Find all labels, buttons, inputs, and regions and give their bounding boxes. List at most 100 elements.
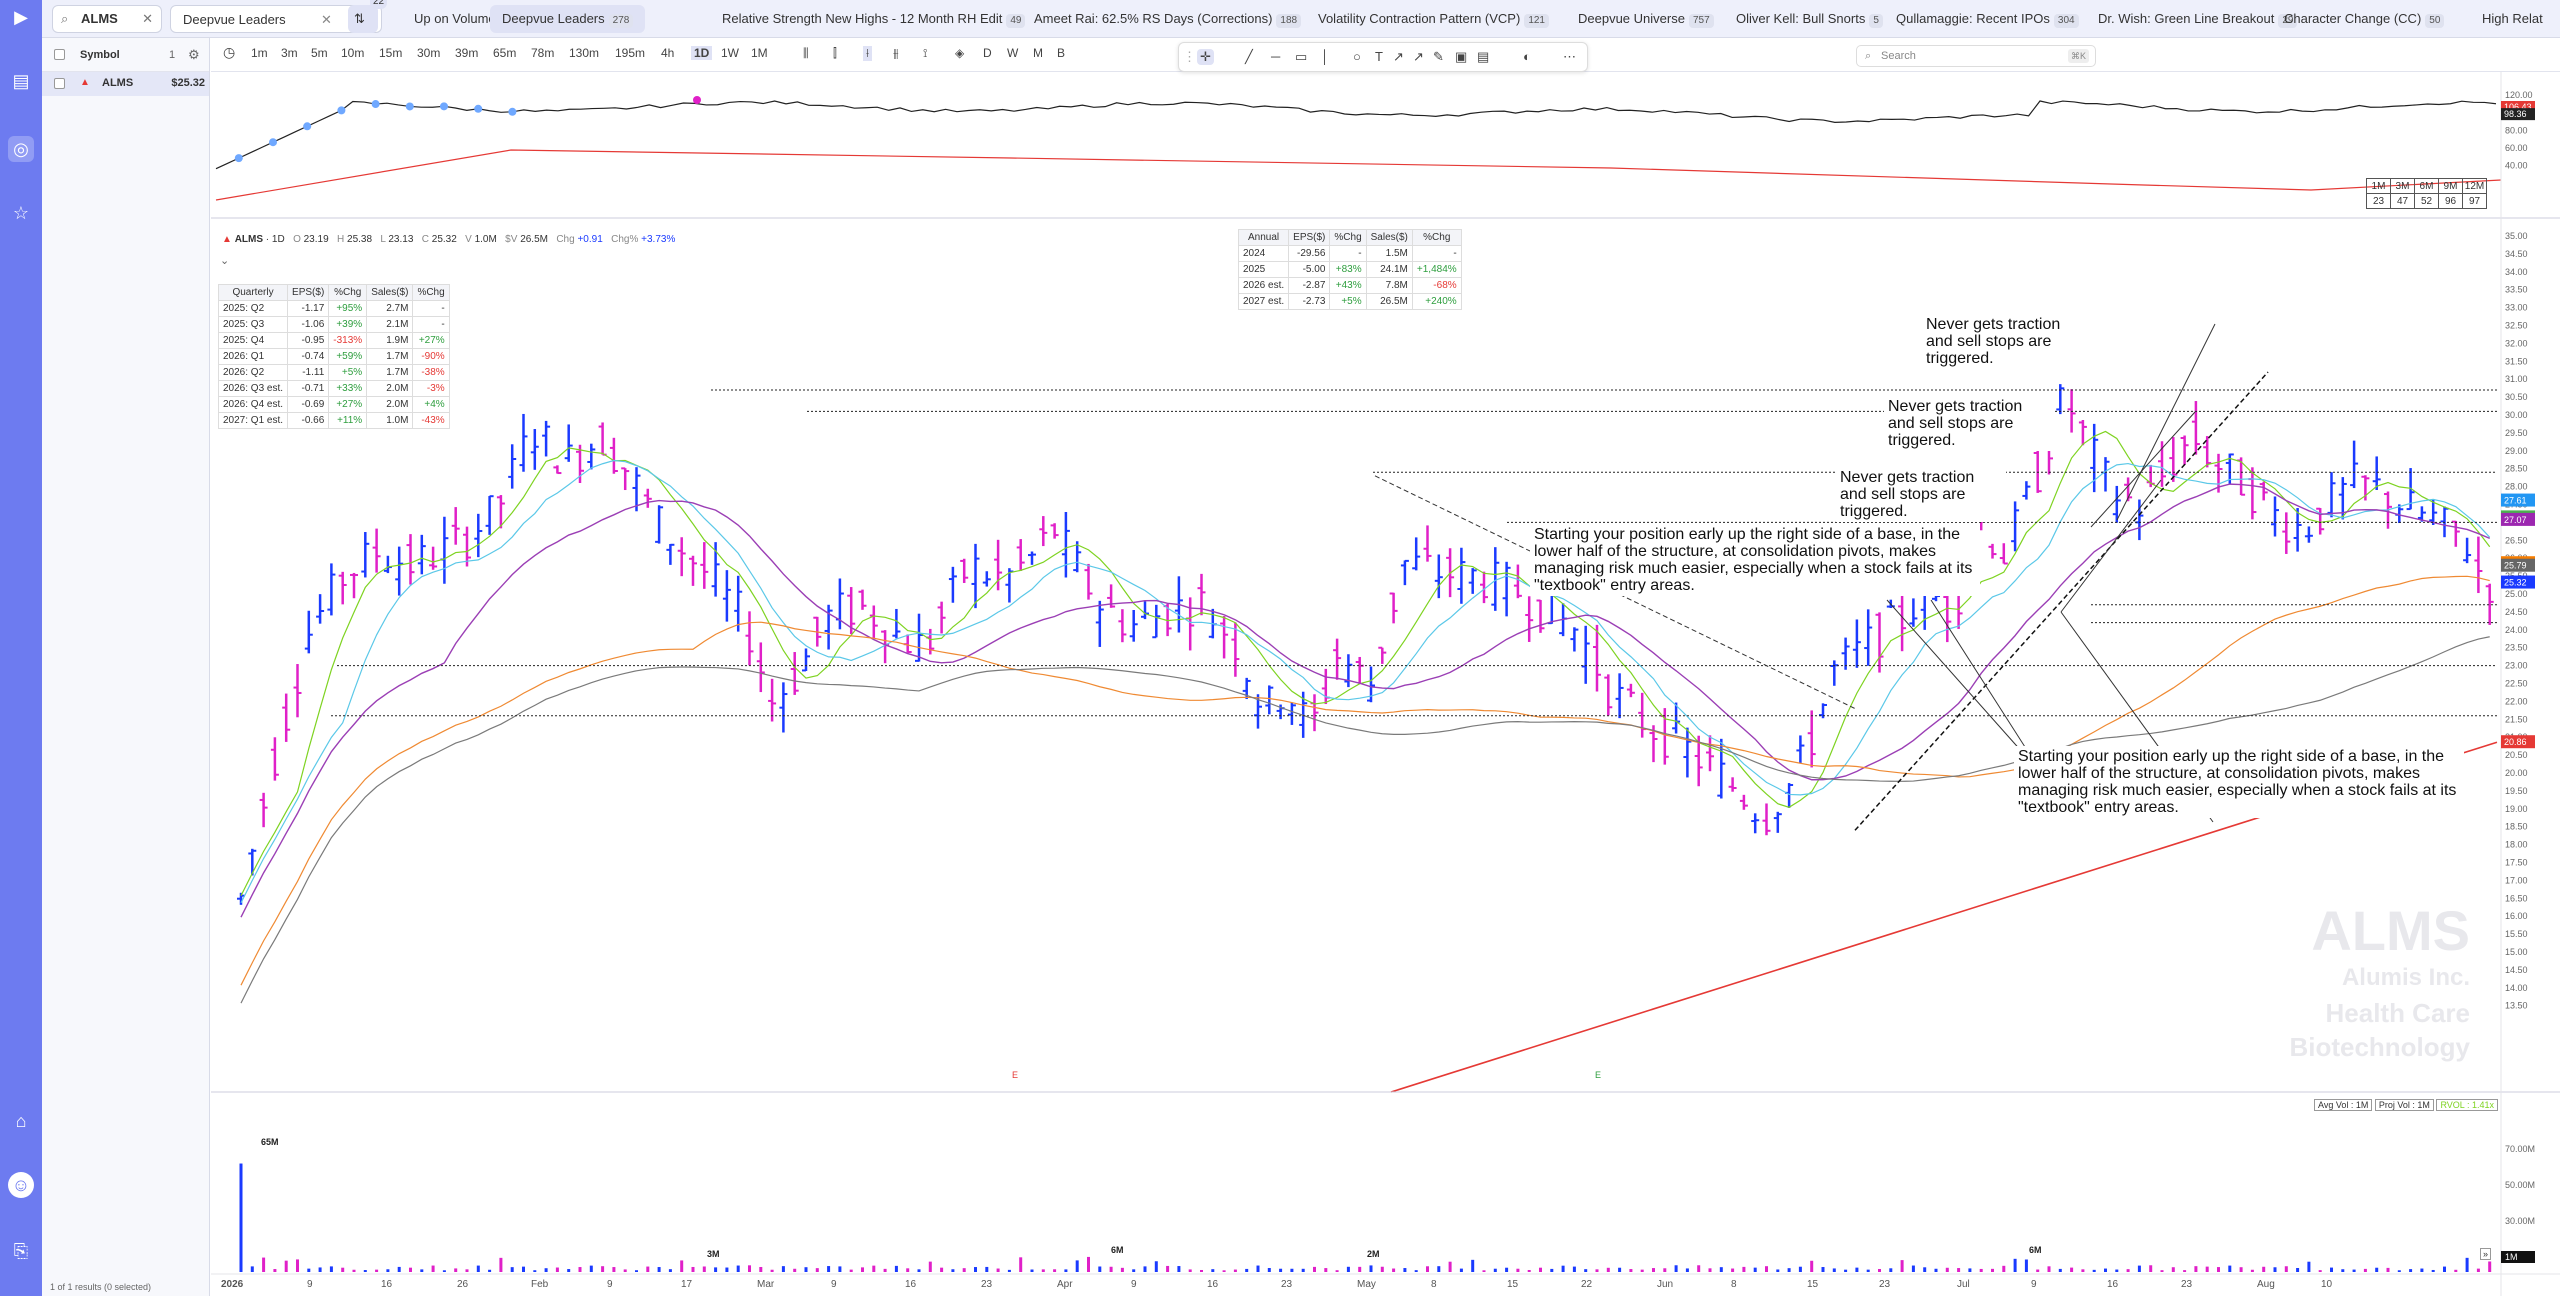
timeframe-78m[interactable]: 78m	[531, 46, 555, 60]
bar-chart-icon[interactable]: ⫼	[803, 46, 809, 60]
timeframe-39m[interactable]: 39m	[455, 46, 479, 60]
volume-bar	[861, 1267, 864, 1272]
tab-character-change[interactable]: Character Change (CC) 50	[2272, 5, 2456, 33]
volume-bar	[1765, 1266, 1768, 1272]
period-w[interactable]: W	[1007, 46, 1019, 60]
volume-bar	[1866, 1269, 1870, 1272]
tab-high-relative[interactable]: High Relat	[2482, 11, 2543, 26]
circle-icon[interactable]: ○	[1353, 49, 1361, 64]
text-icon[interactable]: T	[1375, 49, 1383, 64]
row-checkbox[interactable]	[54, 78, 65, 89]
search-input[interactable]: ⌕ Search ⌘K	[1856, 45, 2096, 67]
volume-bar	[296, 1259, 299, 1272]
price-tick-label: 31.50	[2505, 356, 2528, 366]
arrow-icon[interactable]: ↗	[1393, 49, 1404, 64]
period-m[interactable]: M	[1033, 46, 1043, 60]
date-tick-label: 15	[1807, 1279, 1819, 1290]
timeframe-10m[interactable]: 10m	[341, 46, 365, 60]
list-item[interactable]: ▲ ALMS $25.32	[42, 72, 209, 96]
period-b[interactable]: B	[1057, 46, 1066, 60]
volume-bar	[2126, 1269, 2130, 1272]
tab-recent-ipos[interactable]: Qullamaggie: Recent IPOs 304	[1884, 5, 2091, 33]
price-chart[interactable]: 65M 3M 6M 2M 6M 35.00 34.50 34.00 33.50 33.00 32.…	[211, 72, 2560, 1296]
measure-icon[interactable]: ▤	[1477, 49, 1490, 64]
volume-bar	[1233, 1269, 1237, 1272]
scroll-right-button[interactable]: »	[2480, 1248, 2492, 1260]
pencil-icon[interactable]: ✎	[1433, 49, 1444, 64]
timeframe-3m[interactable]: 3m	[281, 46, 298, 60]
date-tick-label: 17	[681, 1279, 693, 1290]
watchlist-icon[interactable]: ◎	[8, 136, 34, 162]
timeframe-1M[interactable]: 1M	[751, 46, 768, 60]
tab-rs-new-highs[interactable]: Relative Strength New Highs - 12 Month R…	[710, 5, 1037, 33]
timeframe-15m[interactable]: 15m	[379, 46, 403, 60]
close-icon[interactable]: ✕	[321, 12, 332, 27]
logo-icon[interactable]: ▶	[14, 7, 28, 27]
table-row: 2027: Q1 est. -0.66 +11% 1.0M -43%	[217, 412, 450, 429]
trendline-icon[interactable]: ╱	[1245, 49, 1253, 64]
timeframe-4h[interactable]: 4h	[661, 46, 675, 60]
settings-icon[interactable]: ⚙	[188, 47, 200, 62]
avatar[interactable]: ☺	[8, 1172, 34, 1198]
horizontal-line-icon[interactable]: ─	[1271, 49, 1281, 64]
timeframe-65m[interactable]: 65m	[493, 46, 517, 60]
ohlc-icon[interactable]: ⟊	[863, 46, 873, 61]
line-icon[interactable]: ⟟	[923, 46, 928, 60]
table-header: Quarterly	[217, 284, 289, 301]
favorites-icon[interactable]: ☆	[12, 203, 30, 223]
table-cell: 1.0M	[366, 412, 414, 429]
volume-bar	[1889, 1268, 1893, 1272]
timeframe-1m[interactable]: 1m	[251, 46, 268, 60]
volume-bar	[793, 1268, 797, 1272]
clock-icon[interactable]: ◷	[223, 44, 236, 60]
tab-bull-snorts[interactable]: Oliver Kell: Bull Snorts 5	[1724, 5, 1895, 33]
annotation-note[interactable]: Never gets traction and sell stops are t…	[1884, 396, 2054, 451]
symbol-search-input[interactable]: ⌕ ALMS ✕	[52, 5, 162, 33]
note-icon[interactable]: ▣	[1455, 49, 1468, 64]
tab-deepvue-universe[interactable]: Deepvue Universe 757	[1566, 5, 1726, 33]
table-cell: +83%	[1329, 261, 1367, 278]
collapse-icon[interactable]: ⌄	[220, 255, 230, 267]
screener-icon[interactable]: ▤	[12, 71, 30, 91]
tab-green-line-breakout[interactable]: Dr. Wish: Green Line Breakout 29	[2086, 5, 2309, 33]
annotation-note[interactable]: Starting your position early up the righ…	[1530, 524, 1980, 596]
period-d[interactable]: D	[983, 46, 992, 60]
rs-price-tag-label: 106.43	[2504, 102, 2532, 112]
ray-icon[interactable]: ↗	[1413, 49, 1424, 64]
heikin-icon[interactable]: ⫵	[893, 46, 899, 60]
filter-button[interactable]: ⇅ 22	[348, 0, 388, 33]
timeframe-1W[interactable]: 1W	[721, 46, 739, 60]
annotation-note[interactable]: Starting your position early up the righ…	[2014, 746, 2464, 818]
layers-icon[interactable]: ◈	[955, 46, 965, 60]
clear-icon[interactable]: ✕	[142, 11, 153, 26]
select-all-checkbox[interactable]	[54, 49, 65, 60]
timeframe-30m[interactable]: 30m	[417, 46, 441, 60]
date-tick-label: 9	[831, 1279, 837, 1290]
rs-ma-line	[215, 149, 2502, 201]
volume-bar	[1618, 1267, 1622, 1272]
layers-icon[interactable]: ⌂	[15, 1111, 27, 1131]
table-cell: +27%	[412, 332, 450, 349]
list-select[interactable]: Deepvue Leaders✕⌄	[170, 5, 382, 33]
volume-bar	[1403, 1268, 1407, 1272]
timeframe-1D[interactable]: 1D	[691, 46, 713, 60]
more-icon[interactable]: ⋯	[1563, 49, 1576, 64]
crosshair-icon[interactable]: ✛	[1197, 49, 1214, 65]
date-tick-label: 23	[2181, 1279, 2193, 1290]
timeframe-195m[interactable]: 195m	[615, 46, 646, 60]
annotation-note[interactable]: Never gets traction and sell stops are t…	[1836, 467, 2006, 522]
tab-vcp[interactable]: Volatility Contraction Pattern (VCP) 121	[1306, 5, 1561, 33]
drag-handle-icon[interactable]: ⋮	[1183, 49, 1196, 64]
timeframe-5m[interactable]: 5m	[311, 46, 328, 60]
timeframe-130m[interactable]: 130m	[569, 46, 600, 60]
tab-deepvue-leaders[interactable]: Deepvue Leaders 278	[490, 5, 646, 33]
volume-bar	[2070, 1267, 2074, 1272]
rectangle-icon[interactable]: ▭	[1295, 49, 1308, 64]
notifications-icon[interactable]: ⎘	[13, 1241, 29, 1261]
vertical-line-icon[interactable]: │	[1321, 49, 1330, 64]
tab-ameet-rai[interactable]: Ameet Rai: 62.5% RS Days (Corrections) 18…	[1022, 5, 1313, 33]
annotation-note[interactable]: Never gets traction and sell stops are t…	[1922, 314, 2092, 369]
volume-bar	[341, 1267, 345, 1272]
palette-icon[interactable]: ◐	[1523, 49, 1531, 64]
candles-icon[interactable]: ⫿	[833, 46, 837, 60]
